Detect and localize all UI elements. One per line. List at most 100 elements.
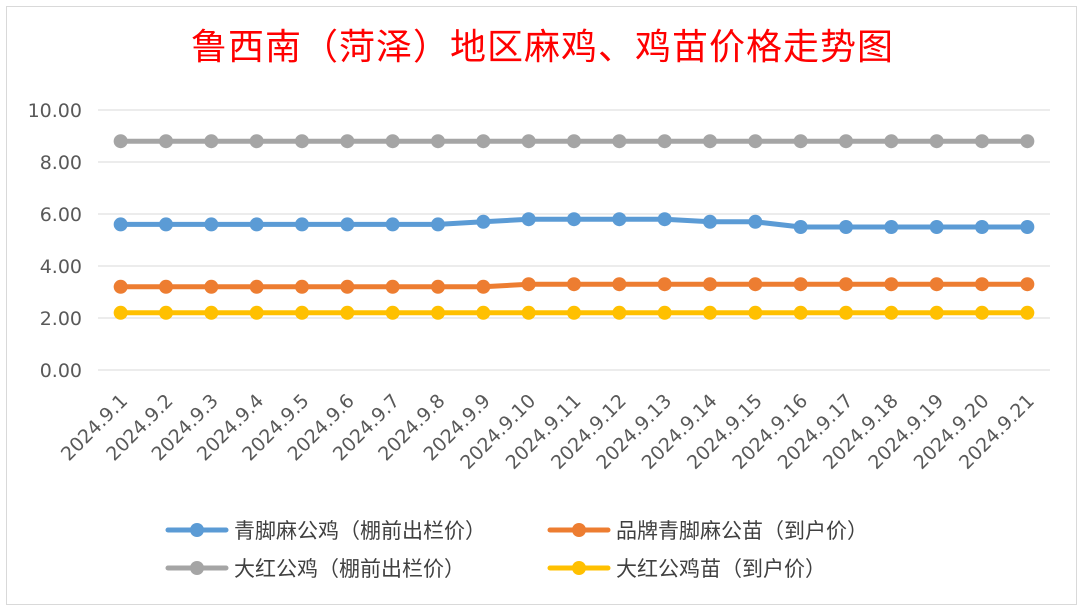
data-point <box>929 220 944 234</box>
series-4 <box>113 305 1035 320</box>
data-point <box>748 214 763 229</box>
data-point <box>113 134 128 149</box>
data-point <box>793 220 808 234</box>
data-point <box>929 305 944 320</box>
data-point <box>521 305 536 320</box>
x-axis-ticks: 2024.9.12024.9.22024.9.32024.9.42024.9.5… <box>57 390 1039 474</box>
data-point <box>476 214 491 229</box>
data-point <box>249 305 264 320</box>
data-point <box>431 217 445 232</box>
data-point <box>385 217 400 232</box>
data-point <box>657 134 672 149</box>
data-point <box>295 305 309 320</box>
data-point <box>657 277 672 292</box>
series-3 <box>113 134 1035 149</box>
data-point <box>385 134 400 149</box>
data-point <box>975 277 989 292</box>
data-point <box>612 212 627 227</box>
y-axis-ticks: 0.00 2.00 4.00 6.00 8.00 10.00 <box>28 100 82 382</box>
y-tick-label: 10.00 <box>28 100 82 122</box>
data-point <box>567 277 581 292</box>
data-point <box>476 134 491 149</box>
legend-label: 青脚麻公鸡（棚前出栏价） <box>234 519 486 543</box>
data-point <box>385 279 400 294</box>
data-point <box>204 134 219 149</box>
legend-item: 大红公鸡（棚前出栏价） <box>165 557 465 581</box>
data-point <box>521 134 536 149</box>
data-point <box>884 305 899 320</box>
y-tick-label: 0.00 <box>40 360 82 382</box>
data-point <box>839 220 853 234</box>
data-point <box>159 217 173 232</box>
legend: 青脚麻公鸡（棚前出栏价） 品牌青脚麻公苗（到户价） 大红公鸡（棚前出栏价） 大红公鸡苗… <box>165 519 868 581</box>
legend-item: 品牌青脚麻公苗（到户价） <box>547 519 868 543</box>
data-point <box>340 217 355 232</box>
data-point <box>249 134 264 149</box>
data-point <box>839 277 853 292</box>
legend-item: 大红公鸡苗（到户价） <box>547 557 826 581</box>
data-point <box>159 134 173 149</box>
series-2 <box>113 277 1035 294</box>
gridlines <box>98 109 1050 371</box>
data-point <box>113 279 128 294</box>
data-point <box>295 134 309 149</box>
data-point <box>793 134 808 149</box>
data-point <box>612 134 627 149</box>
data-point <box>1020 277 1035 292</box>
data-point <box>476 279 491 294</box>
data-point <box>113 305 128 320</box>
data-point <box>703 134 717 149</box>
data-point <box>1020 134 1035 149</box>
data-point <box>657 305 672 320</box>
data-point <box>1020 305 1035 320</box>
chart-frame <box>6 6 1077 605</box>
y-tick-label: 4.00 <box>40 256 82 278</box>
data-point <box>1020 220 1035 234</box>
data-point <box>567 305 581 320</box>
data-point <box>748 277 763 292</box>
data-point <box>703 214 717 229</box>
data-point <box>793 277 808 292</box>
legend-swatch-marker <box>190 523 204 537</box>
data-point <box>839 134 853 149</box>
data-point <box>340 305 355 320</box>
data-point <box>431 279 445 294</box>
data-point <box>431 134 445 149</box>
data-point <box>748 134 763 149</box>
data-point <box>521 212 536 227</box>
data-point <box>657 212 672 227</box>
data-point <box>431 305 445 320</box>
data-point <box>521 277 536 292</box>
data-point <box>703 305 717 320</box>
data-point <box>884 220 899 234</box>
y-tick-label: 8.00 <box>40 152 82 174</box>
data-point <box>612 277 627 292</box>
data-point <box>567 212 581 227</box>
data-point <box>295 279 309 294</box>
data-point <box>476 305 491 320</box>
data-point <box>703 277 717 292</box>
data-point <box>793 305 808 320</box>
data-point <box>884 277 899 292</box>
legend-label: 大红公鸡（棚前出栏价） <box>234 557 465 581</box>
legend-label: 品牌青脚麻公苗（到户价） <box>616 519 868 543</box>
data-point <box>385 305 400 320</box>
data-point <box>748 305 763 320</box>
data-point <box>113 217 128 232</box>
data-point <box>975 305 989 320</box>
data-point <box>159 279 173 294</box>
legend-swatch-marker <box>572 561 586 575</box>
data-point <box>204 305 219 320</box>
data-point <box>975 220 989 234</box>
data-point <box>975 134 989 149</box>
data-point <box>204 217 219 232</box>
chart-title: 鲁西南（菏泽）地区麻鸡、鸡苗价格走势图 <box>190 27 894 68</box>
data-point <box>839 305 853 320</box>
series-1 <box>113 212 1035 234</box>
data-point <box>340 134 355 149</box>
legend-label: 大红公鸡苗（到户价） <box>616 557 826 581</box>
data-point <box>249 217 264 232</box>
data-point <box>295 217 309 232</box>
data-point <box>612 305 627 320</box>
